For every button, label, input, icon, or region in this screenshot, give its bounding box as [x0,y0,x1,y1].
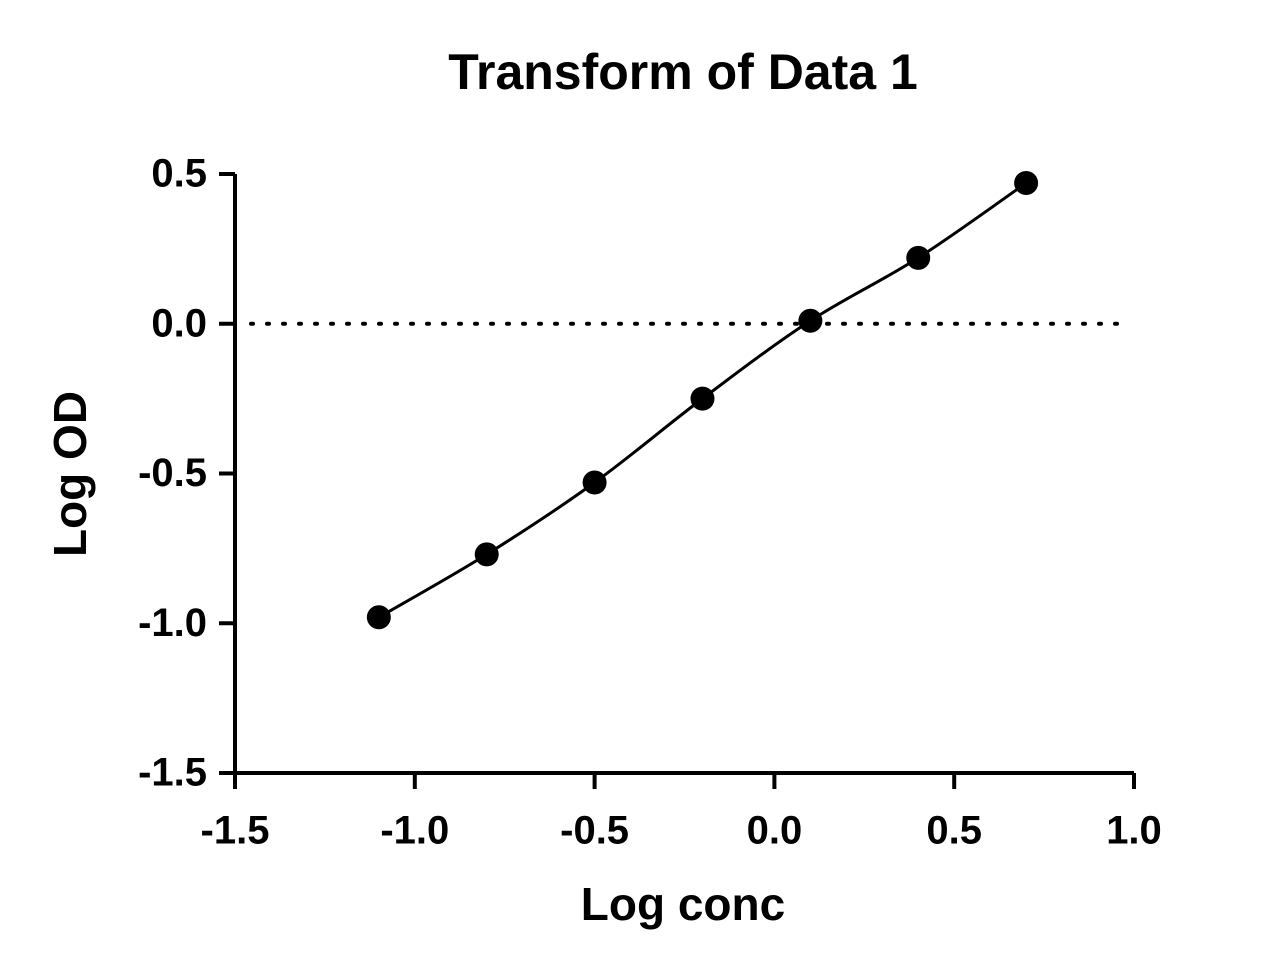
data-point [798,308,823,333]
data-point [906,245,931,270]
data-point [366,605,391,630]
data-point [474,542,499,567]
chart-title: Transform of Data 1 [448,44,918,100]
x-tick-label: 0.0 [747,809,803,853]
y-tick-label: -1.0 [138,601,207,645]
y-tick-label: 0.0 [151,301,207,345]
y-tick-label: 0.5 [151,152,207,196]
data-point [582,470,607,495]
data-point [690,386,715,411]
x-tick-label: -0.5 [560,809,629,853]
x-tick-label: 1.0 [1106,809,1162,853]
data-point [1014,170,1039,195]
y-tick-label: -0.5 [138,451,207,495]
x-axis-label: Log conc [581,878,785,930]
y-tick-label: -1.5 [138,751,207,795]
x-tick-label: 0.5 [926,809,982,853]
y-axis-label: Log OD [44,391,96,557]
x-tick-label: -1.0 [380,809,449,853]
x-tick-label: -1.5 [201,809,270,853]
